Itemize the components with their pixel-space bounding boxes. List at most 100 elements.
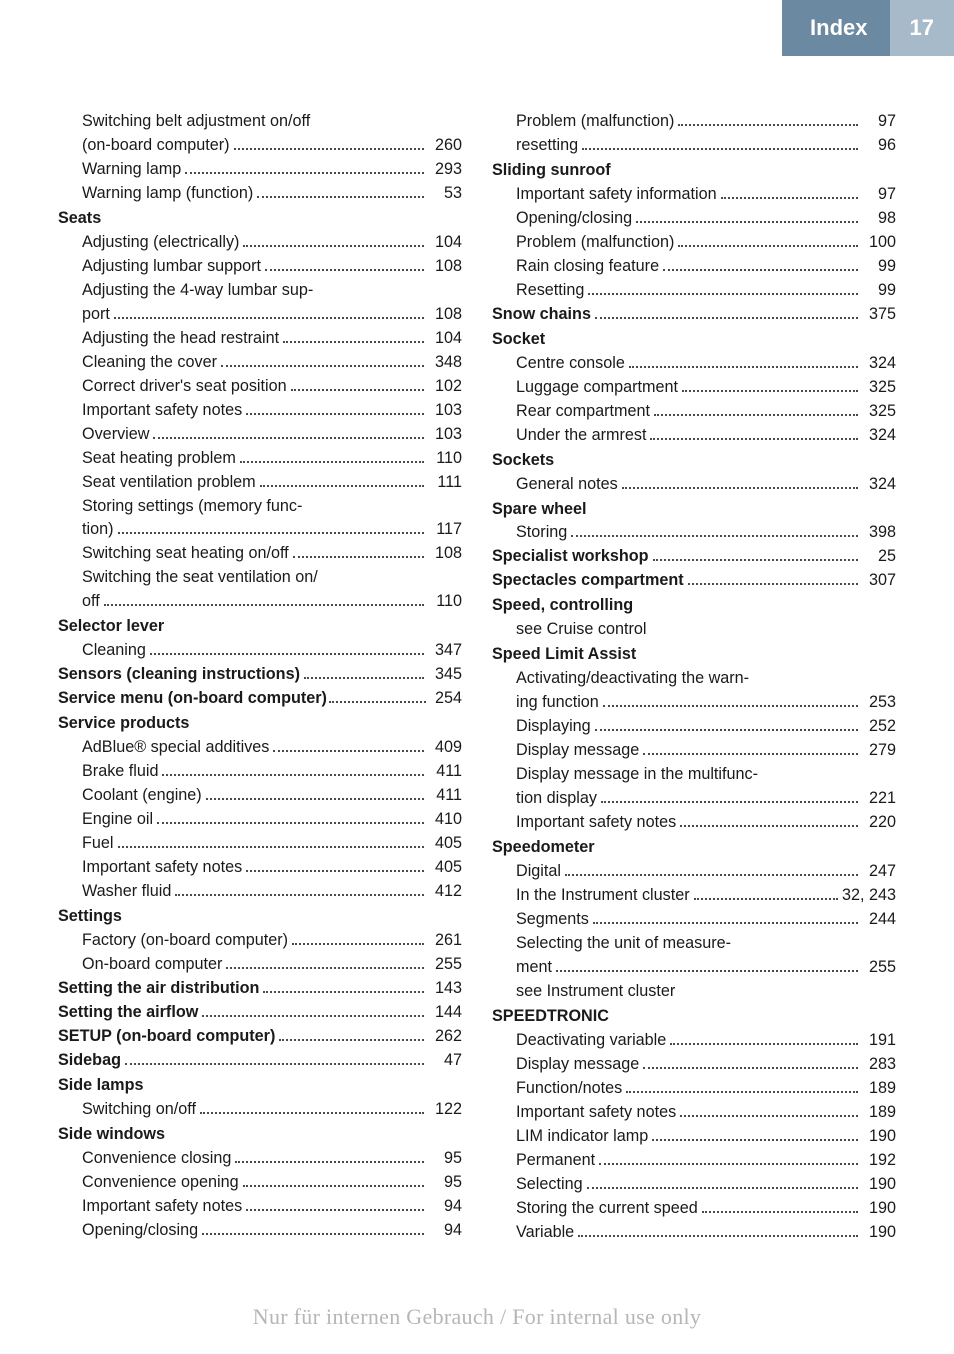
- index-entry-label: resetting: [516, 134, 578, 158]
- index-heading-label: Spare wheel: [492, 500, 586, 518]
- index-leader-dots: [114, 317, 424, 319]
- index-entry-label: off: [82, 590, 100, 614]
- index-leader-dots: [257, 196, 424, 198]
- index-entry: Coolant (engine)411: [58, 784, 462, 808]
- index-heading-label: Speed Limit Assist: [492, 645, 636, 663]
- index-leader-dots: [118, 532, 425, 534]
- index-entry-label: Selecting the unit of measure-: [516, 932, 731, 956]
- index-entry-page: 252: [862, 715, 896, 739]
- index-entry-label: Important safety information: [516, 183, 717, 207]
- index-heading: Speedometer: [492, 835, 896, 860]
- index-entry-label: Important safety notes: [82, 399, 242, 423]
- index-leader-dots: [556, 970, 858, 972]
- index-entry-page: 325: [862, 376, 896, 400]
- index-entry-label: (on-board computer): [82, 134, 230, 158]
- index-leader-dots: [243, 1185, 424, 1187]
- index-entry-label: Resetting: [516, 279, 584, 303]
- index-entry-page: 190: [862, 1125, 896, 1149]
- index-entry-page: 110: [428, 447, 462, 471]
- index-entry-label: Segments: [516, 908, 589, 932]
- index-entry-page: 190: [862, 1197, 896, 1221]
- index-entry-page: 108: [428, 303, 462, 327]
- index-leader-dots: [226, 967, 424, 969]
- index-entry: Luggage compartment325: [492, 376, 896, 400]
- index-entry-page: 103: [428, 423, 462, 447]
- index-leader-dots: [582, 148, 858, 150]
- index-entry: ing function253: [492, 691, 896, 715]
- index-heading: Socket: [492, 327, 896, 352]
- index-entry-page: 254: [428, 687, 462, 711]
- index-entry-page: 97: [862, 110, 896, 134]
- index-heading: Side lamps: [58, 1073, 462, 1098]
- index-entry-page: 190: [862, 1221, 896, 1245]
- index-entry-label: Specialist workshop: [492, 545, 649, 569]
- index-leader-dots: [304, 677, 424, 679]
- index-entry-label: Storing: [516, 521, 567, 545]
- index-entry-label: Function/notes: [516, 1077, 622, 1101]
- index-entry: Service menu (on-board computer)254: [58, 687, 462, 711]
- index-heading-label: Sliding sunroof: [492, 161, 611, 179]
- index-entry: Correct driver's seat position102: [58, 375, 462, 399]
- index-entry-label: General notes: [516, 473, 618, 497]
- index-entry: resetting96: [492, 134, 896, 158]
- index-heading: Seats: [58, 206, 462, 231]
- index-heading-label: Speed, controlling: [492, 596, 633, 614]
- index-entry-page: 104: [428, 327, 462, 351]
- index-entry-label: Adjusting the head restraint: [82, 327, 279, 351]
- index-entry-label: Opening/closing: [82, 1219, 198, 1243]
- index-entry-page: 95: [428, 1147, 462, 1171]
- index-heading: Spare wheel: [492, 497, 896, 522]
- index-entry: Overview103: [58, 423, 462, 447]
- index-entry: Adjusting lumbar support108: [58, 255, 462, 279]
- index-entry-page: 345: [428, 663, 462, 687]
- index-entry: Switching seat heating on/off108: [58, 542, 462, 566]
- index-leader-dots: [202, 1015, 424, 1017]
- index-entry: Important safety notes189: [492, 1101, 896, 1125]
- index-entry-label: Displaying: [516, 715, 591, 739]
- index-entry: Snow chains375: [492, 303, 896, 327]
- index-leader-dots: [175, 894, 424, 896]
- index-leader-dots: [235, 1161, 424, 1163]
- index-entry-page: 262: [428, 1025, 462, 1049]
- index-heading-label: Sockets: [492, 451, 554, 469]
- index-entry: Warning lamp (function)53: [58, 182, 462, 206]
- index-entry: Setting the airflow144: [58, 1001, 462, 1025]
- index-heading-label: Speedometer: [492, 838, 595, 856]
- index-entry-label: Warning lamp: [82, 158, 181, 182]
- index-heading: Speed, controlling: [492, 593, 896, 618]
- index-entry-page: 325: [862, 400, 896, 424]
- index-leader-dots: [588, 293, 858, 295]
- index-entry: Problem (malfunction)97: [492, 110, 896, 134]
- index-entry-label: ment: [516, 956, 552, 980]
- index-see-label: see Instrument cluster: [516, 982, 675, 1000]
- index-entry-page: 410: [428, 808, 462, 832]
- index-heading: Settings: [58, 904, 462, 929]
- index-column-left: Switching belt adjustment on/off(on-boar…: [58, 110, 462, 1245]
- index-entry: Opening/closing94: [58, 1219, 462, 1243]
- index-entry-page: 94: [428, 1195, 462, 1219]
- index-leader-dots: [206, 798, 424, 800]
- index-leader-dots: [162, 774, 424, 776]
- index-entry-label: Rear compartment: [516, 400, 650, 424]
- index-entry-page: 191: [862, 1029, 896, 1053]
- index-entry-label: Selecting: [516, 1173, 583, 1197]
- index-entry-page: 111: [428, 471, 462, 495]
- index-leader-dots: [260, 485, 424, 487]
- index-entry-label: Brake fluid: [82, 760, 158, 784]
- index-entry: Problem (malfunction)100: [492, 231, 896, 255]
- index-leader-dots: [622, 487, 858, 489]
- index-entry-page: 99: [862, 255, 896, 279]
- index-entry-page: 255: [428, 953, 462, 977]
- index-column-right: Problem (malfunction)97resetting96 Slidin…: [492, 110, 896, 1245]
- index-leader-dots: [243, 245, 424, 247]
- index-entry-page: 279: [862, 739, 896, 763]
- index-entry-page: 99: [862, 279, 896, 303]
- index-heading: SPEEDTRONIC: [492, 1004, 896, 1029]
- index-leader-dots: [650, 438, 858, 440]
- index-entry-page: 324: [862, 473, 896, 497]
- index-entry-page: 192: [862, 1149, 896, 1173]
- index-leader-dots: [595, 317, 858, 319]
- index-entry-label: Opening/closing: [516, 207, 632, 231]
- index-entry-label: Snow chains: [492, 303, 591, 327]
- index-leader-dots: [240, 461, 424, 463]
